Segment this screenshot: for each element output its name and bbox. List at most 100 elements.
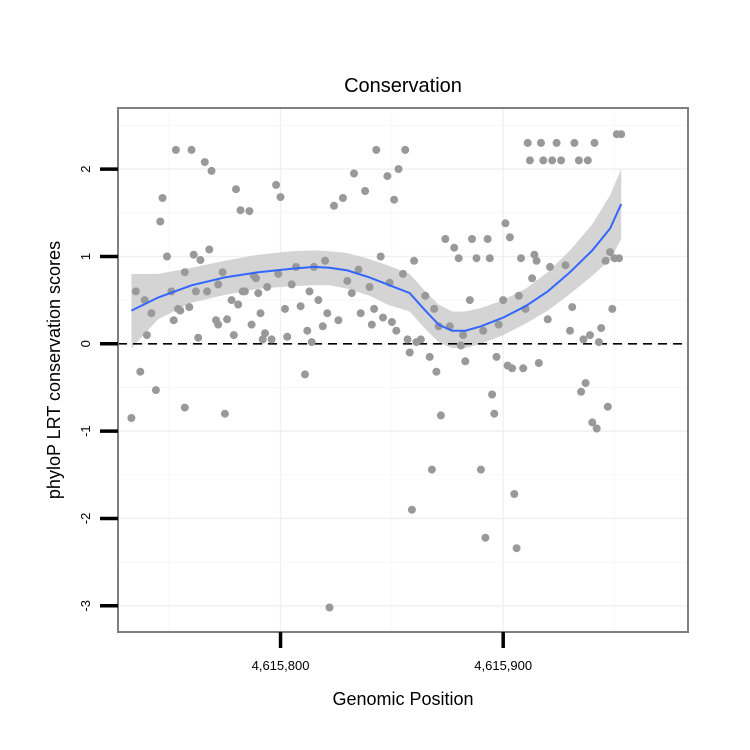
- data-point: [252, 274, 260, 283]
- data-point: [383, 172, 392, 181]
- data-point: [588, 418, 597, 427]
- data-point: [229, 331, 238, 340]
- data-point: [508, 364, 517, 373]
- plot-frame: [117, 107, 689, 633]
- data-point: [214, 280, 223, 289]
- data-point: [240, 287, 249, 296]
- data-point: [505, 233, 514, 242]
- data-point: [187, 145, 196, 154]
- chart-title: Conservation: [344, 75, 462, 97]
- data-point: [454, 254, 463, 263]
- data-point: [436, 411, 445, 420]
- data-point: [376, 252, 385, 261]
- smooth-trend-line: [130, 203, 623, 332]
- x-axis: 4,615,800 4,615,900: [252, 632, 532, 673]
- data-point: [481, 533, 490, 542]
- data-point: [350, 169, 358, 178]
- data-point: [334, 316, 343, 325]
- data-point: [296, 302, 305, 311]
- data-point: [494, 320, 503, 329]
- data-point: [488, 390, 497, 399]
- y-tick-label: -1: [78, 425, 93, 437]
- data-point: [407, 505, 416, 514]
- data-point: [543, 315, 552, 324]
- data-point: [354, 265, 363, 274]
- data-point: [361, 187, 370, 195]
- data-point: [274, 269, 283, 278]
- data-point: [601, 256, 610, 265]
- data-point: [519, 364, 528, 373]
- data-point: [267, 335, 276, 344]
- data-point: [343, 276, 352, 285]
- data-point: [476, 465, 485, 474]
- data-point: [608, 304, 617, 313]
- data-point: [156, 217, 165, 226]
- data-point: [390, 195, 399, 204]
- data-point: [479, 326, 488, 335]
- data-point: [594, 338, 603, 347]
- data-point: [399, 269, 407, 278]
- data-point: [256, 309, 265, 318]
- data-point: [180, 403, 189, 412]
- data-point: [232, 185, 240, 194]
- data-point: [432, 367, 441, 376]
- data-point: [305, 287, 314, 296]
- data-point: [405, 348, 414, 357]
- data-point: [367, 320, 376, 329]
- data-point: [303, 326, 312, 335]
- data-point: [220, 409, 229, 418]
- data-point: [579, 335, 588, 344]
- data-point: [501, 219, 510, 228]
- data-point: [430, 304, 439, 313]
- data-point: [465, 296, 474, 305]
- data-point: [597, 324, 606, 333]
- data-point: [163, 252, 171, 261]
- data-point: [392, 326, 401, 335]
- data-point: [606, 248, 615, 257]
- data-point: [603, 402, 612, 411]
- data-point: [552, 138, 561, 147]
- data-point: [292, 262, 301, 271]
- data-point: [577, 387, 586, 396]
- data-point: [236, 206, 245, 215]
- y-tick-label: -3: [78, 600, 93, 612]
- data-point: [459, 331, 468, 340]
- data-point: [323, 309, 332, 318]
- data-point: [574, 156, 583, 165]
- data-point: [510, 490, 519, 498]
- data-point: [200, 158, 209, 167]
- data-point: [307, 338, 316, 347]
- data-point: [227, 296, 236, 305]
- data-point: [537, 138, 545, 147]
- confidence-band: [131, 169, 622, 349]
- y-axis-title: phyloP LRT conservation scores: [44, 241, 64, 499]
- plot-background: [118, 108, 688, 632]
- data-point: [287, 280, 296, 289]
- data-point: [356, 309, 365, 318]
- data-point: [127, 414, 136, 422]
- data-point: [492, 352, 501, 361]
- data-point: [281, 304, 289, 313]
- data-point: [330, 201, 338, 210]
- data-point: [283, 332, 292, 341]
- data-point: [370, 304, 379, 313]
- data-point: [223, 315, 232, 324]
- data-point: [214, 320, 223, 329]
- data-point: [394, 165, 403, 174]
- data-point: [194, 333, 203, 342]
- data-point: [314, 296, 323, 305]
- data-point: [427, 465, 436, 474]
- data-point: [525, 156, 534, 165]
- data-point: [254, 289, 263, 298]
- y-tick-label: -2: [78, 513, 93, 525]
- data-point: [325, 603, 334, 612]
- data-point: [485, 254, 494, 263]
- y-tick-label: 1: [78, 253, 93, 260]
- x-tick-label: 4,615,900: [474, 658, 532, 673]
- data-point: [617, 130, 626, 139]
- data-point: [450, 243, 459, 252]
- data-point: [530, 250, 539, 259]
- data-point: [425, 352, 434, 361]
- x-axis-title: Genomic Position: [332, 689, 473, 709]
